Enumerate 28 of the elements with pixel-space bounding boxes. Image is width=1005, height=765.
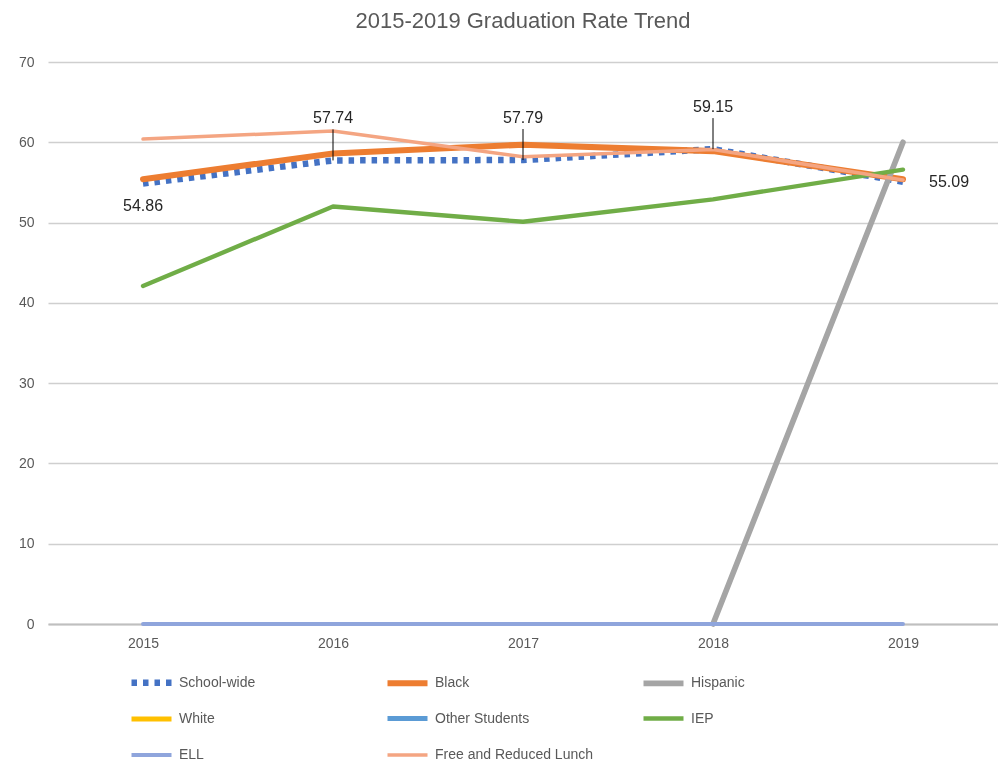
data-label: 57.79 [502,109,544,127]
legend-label: Black [435,674,471,691]
legend-label: Hispanic [691,674,745,691]
legend-label: IEP [691,709,714,726]
data-label: 55.09 [929,172,970,190]
data-label: 57.74 [312,109,354,127]
legend-label: White [179,710,215,726]
legend-label: Other Students [435,709,530,726]
y-tick-label: 0 [26,615,35,632]
x-tick-label: 2017 [507,634,540,651]
x-tick-label: 2018 [697,634,730,651]
y-tick-label: 40 [18,294,35,311]
legend-label: Free and Reduced Lunch [435,746,593,762]
legend-label: School-wide [179,673,256,690]
line-series [141,129,905,182]
x-tick-label: 2015 [127,634,160,651]
y-tick-label: 70 [18,53,35,70]
y-tick-label: 20 [18,454,35,471]
y-tick-label: 60 [18,133,35,150]
y-tick-label: 50 [18,214,35,231]
chart-title: 2015-2019 Graduation Rate Trend [355,8,691,33]
data-label: 59.15 [692,98,734,116]
legend-label: ELL [179,746,205,762]
data-label: 54.86 [122,196,164,214]
y-tick-label: 10 [18,535,35,552]
y-tick-label: 30 [18,374,35,391]
x-tick-label: 2019 [887,634,920,651]
x-tick-label: 2016 [317,634,350,651]
